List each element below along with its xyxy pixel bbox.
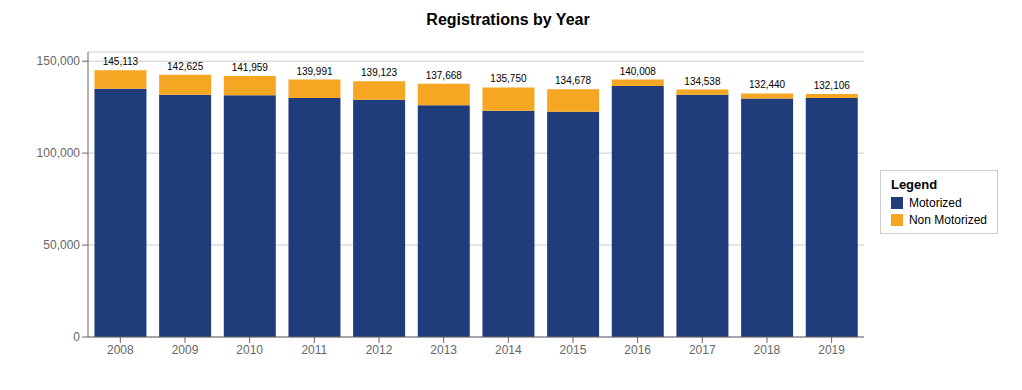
svg-text:150,000: 150,000 [37, 54, 81, 68]
svg-text:2009: 2009 [172, 343, 199, 357]
svg-text:145,113: 145,113 [103, 56, 139, 67]
svg-text:2010: 2010 [236, 343, 263, 357]
svg-text:140,008: 140,008 [620, 66, 657, 77]
svg-text:2011: 2011 [301, 343, 327, 357]
svg-text:2008: 2008 [107, 343, 134, 357]
html-text:Legend: Legend [891, 177, 938, 192]
svg-text:2014: 2014 [495, 343, 522, 357]
svg-text:100,000: 100,000 [37, 146, 81, 160]
html-text:Registrations by Year: Registrations by Year [426, 11, 590, 28]
html-text:Motorized: Motorized [909, 196, 962, 210]
svg-text:2018: 2018 [754, 343, 781, 357]
svg-text:2012: 2012 [366, 343, 393, 357]
svg-text:2015: 2015 [560, 343, 587, 357]
svg-text:0: 0 [73, 330, 80, 344]
svg-text:137,668: 137,668 [426, 70, 463, 81]
svg-text:2019: 2019 [818, 343, 845, 357]
svg-text:50,000: 50,000 [43, 238, 80, 252]
svg-text:134,678: 134,678 [555, 75, 592, 86]
svg-text:134,538: 134,538 [684, 76, 721, 87]
svg-text:142,625: 142,625 [167, 61, 204, 72]
svg-text:2016: 2016 [624, 343, 651, 357]
svg-text:139,991: 139,991 [296, 66, 333, 77]
svg-text:139,123: 139,123 [361, 67, 398, 78]
svg-text:132,106: 132,106 [814, 80, 851, 91]
html-text:Non Motorized: Non Motorized [909, 213, 987, 227]
svg-text:141,959: 141,959 [232, 62, 269, 73]
svg-text:135,750: 135,750 [490, 73, 527, 84]
svg-text:2017: 2017 [689, 343, 716, 357]
svg-text:132,440: 132,440 [749, 79, 786, 90]
svg-text:2013: 2013 [430, 343, 457, 357]
